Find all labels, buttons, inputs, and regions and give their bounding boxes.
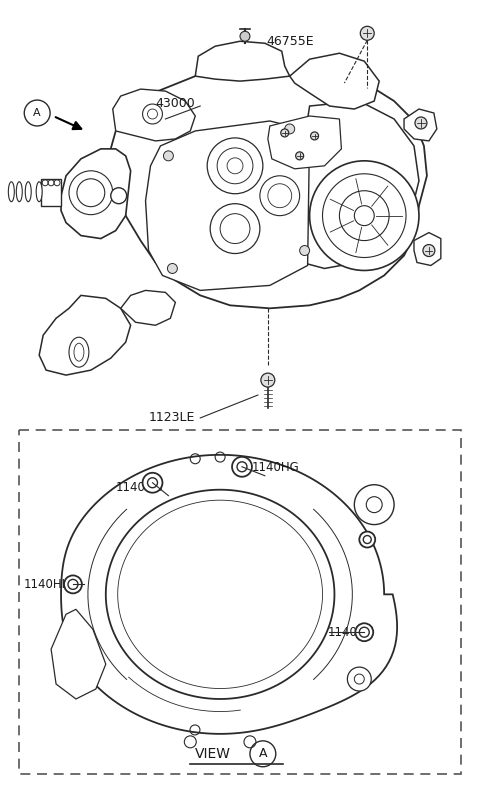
Polygon shape	[268, 101, 419, 268]
Polygon shape	[195, 41, 290, 81]
Circle shape	[354, 484, 394, 525]
Text: 43000: 43000	[156, 96, 195, 109]
Ellipse shape	[16, 181, 22, 202]
Circle shape	[310, 161, 419, 271]
Ellipse shape	[8, 181, 14, 202]
Circle shape	[260, 176, 300, 215]
Circle shape	[360, 531, 375, 548]
Circle shape	[261, 373, 275, 387]
Text: 1140HG: 1140HG	[252, 461, 300, 475]
Text: A: A	[259, 748, 267, 761]
Circle shape	[168, 263, 178, 274]
Text: 46755E: 46755E	[266, 35, 314, 48]
Circle shape	[415, 117, 427, 129]
Circle shape	[296, 151, 304, 160]
Circle shape	[360, 26, 374, 40]
Circle shape	[143, 473, 162, 492]
Polygon shape	[113, 89, 195, 141]
Ellipse shape	[25, 181, 31, 202]
Polygon shape	[404, 109, 437, 141]
Polygon shape	[61, 149, 131, 239]
Circle shape	[111, 188, 127, 203]
Polygon shape	[109, 66, 427, 309]
Circle shape	[423, 245, 435, 257]
Circle shape	[281, 129, 288, 137]
Polygon shape	[106, 490, 335, 699]
Polygon shape	[268, 116, 341, 168]
Polygon shape	[39, 296, 131, 375]
Circle shape	[285, 124, 295, 134]
Circle shape	[232, 457, 252, 477]
Polygon shape	[61, 455, 397, 734]
Ellipse shape	[36, 181, 42, 202]
Text: VIEW: VIEW	[195, 747, 231, 761]
Circle shape	[300, 245, 310, 255]
Text: 1140HK: 1140HK	[23, 578, 70, 590]
Circle shape	[210, 203, 260, 254]
Circle shape	[64, 575, 82, 594]
Polygon shape	[51, 609, 106, 699]
Circle shape	[311, 132, 319, 140]
Circle shape	[164, 151, 173, 161]
Circle shape	[348, 667, 371, 691]
Polygon shape	[414, 232, 441, 266]
Polygon shape	[41, 179, 61, 206]
Circle shape	[355, 623, 373, 642]
Polygon shape	[290, 53, 379, 109]
Text: A: A	[34, 108, 41, 118]
Polygon shape	[120, 291, 175, 326]
Text: 1140HG: 1140HG	[116, 481, 164, 494]
Circle shape	[240, 32, 250, 41]
Text: 1140HK: 1140HK	[327, 625, 374, 639]
Polygon shape	[145, 121, 310, 291]
Circle shape	[207, 138, 263, 194]
Text: 1123LE: 1123LE	[149, 411, 195, 424]
